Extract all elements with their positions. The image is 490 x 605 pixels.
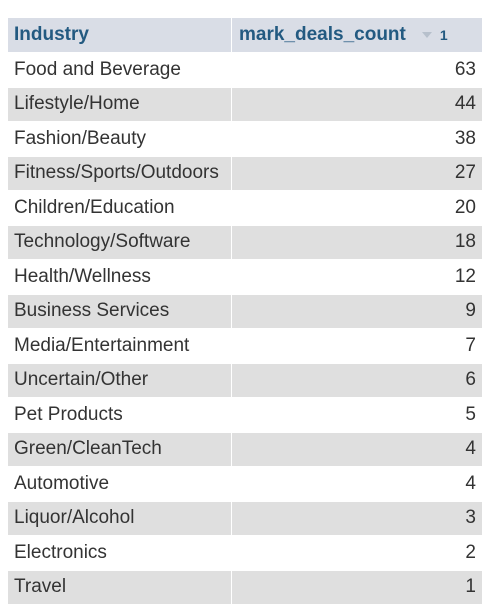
cell-mark-deals-count: 12 bbox=[231, 259, 483, 295]
table-header-row: Industry mark_deals_count 1 bbox=[7, 17, 483, 53]
cell-industry: Automotive bbox=[7, 466, 232, 502]
cell-mark-deals-count: 3 bbox=[231, 500, 483, 536]
cell-industry: Pet Products bbox=[7, 397, 232, 433]
cell-mark-deals-count: 9 bbox=[231, 293, 483, 329]
results-table-container: Industry mark_deals_count 1 Food and Beve… bbox=[7, 17, 483, 605]
cell-mark-deals-count: 6 bbox=[231, 362, 483, 398]
cell-mark-deals-count: 2 bbox=[231, 535, 483, 571]
table-row[interactable]: Liquor/Alcohol 3 bbox=[7, 500, 483, 536]
cell-mark-deals-count: 1 bbox=[231, 569, 483, 605]
table-row[interactable]: Electronics 2 bbox=[7, 535, 483, 571]
table-row[interactable]: Lifestyle/Home 44 bbox=[7, 86, 483, 122]
cell-industry: Food and Beverage bbox=[7, 52, 232, 88]
cell-industry: Travel bbox=[7, 569, 232, 605]
table-row[interactable]: Technology/Software 18 bbox=[7, 224, 483, 260]
table-row[interactable]: Food and Beverage 63 bbox=[7, 52, 483, 88]
cell-industry: Technology/Software bbox=[7, 224, 232, 260]
cell-mark-deals-count: 7 bbox=[231, 328, 483, 364]
cell-mark-deals-count: 4 bbox=[231, 466, 483, 502]
cell-mark-deals-count: 18 bbox=[231, 224, 483, 260]
sort-descending-icon[interactable] bbox=[421, 31, 432, 38]
cell-industry: Health/Wellness bbox=[7, 259, 232, 295]
table-body: Food and Beverage 63 Lifestyle/Home 44 Fashi… bbox=[7, 52, 483, 605]
cell-industry: Liquor/Alcohol bbox=[7, 500, 232, 536]
cell-mark-deals-count: 38 bbox=[231, 121, 483, 157]
cell-industry: Children/Education bbox=[7, 190, 232, 226]
table-row[interactable]: Fashion/Beauty 38 bbox=[7, 121, 483, 157]
table-row[interactable]: Travel 1 bbox=[7, 569, 483, 605]
table-row[interactable]: Green/CleanTech 4 bbox=[7, 431, 483, 467]
cell-industry: Green/CleanTech bbox=[7, 431, 232, 467]
table-row[interactable]: Fitness/Sports/Outdoors 27 bbox=[7, 155, 483, 191]
cell-mark-deals-count: 44 bbox=[231, 86, 483, 122]
cell-industry: Lifestyle/Home bbox=[7, 86, 232, 122]
cell-mark-deals-count: 4 bbox=[231, 431, 483, 467]
table-row[interactable]: Health/Wellness 12 bbox=[7, 259, 483, 295]
table-row[interactable]: Children/Education 20 bbox=[7, 190, 483, 226]
sort-order-number: 1 bbox=[439, 26, 448, 43]
cell-mark-deals-count: 63 bbox=[231, 52, 483, 88]
column-header-count-label: mark_deals_count bbox=[239, 24, 406, 45]
results-table: Industry mark_deals_count 1 Food and Beve… bbox=[7, 17, 483, 605]
cell-mark-deals-count: 20 bbox=[231, 190, 483, 226]
cell-industry: Business Services bbox=[7, 293, 232, 329]
table-row[interactable]: Automotive 4 bbox=[7, 466, 483, 502]
cell-mark-deals-count: 5 bbox=[231, 397, 483, 433]
column-header-industry-label: Industry bbox=[14, 24, 89, 45]
cell-mark-deals-count: 27 bbox=[231, 155, 483, 191]
cell-industry: Fashion/Beauty bbox=[7, 121, 232, 157]
column-header-industry[interactable]: Industry bbox=[7, 17, 232, 53]
table-row[interactable]: Pet Products 5 bbox=[7, 397, 483, 433]
cell-industry: Fitness/Sports/Outdoors bbox=[7, 155, 232, 191]
column-header-mark-deals-count[interactable]: mark_deals_count 1 bbox=[231, 17, 483, 53]
table-row[interactable]: Uncertain/Other 6 bbox=[7, 362, 483, 398]
table-row[interactable]: Business Services 9 bbox=[7, 293, 483, 329]
cell-industry: Electronics bbox=[7, 535, 232, 571]
cell-industry: Uncertain/Other bbox=[7, 362, 232, 398]
cell-industry: Media/Entertainment bbox=[7, 328, 232, 364]
table-row[interactable]: Media/Entertainment 7 bbox=[7, 328, 483, 364]
